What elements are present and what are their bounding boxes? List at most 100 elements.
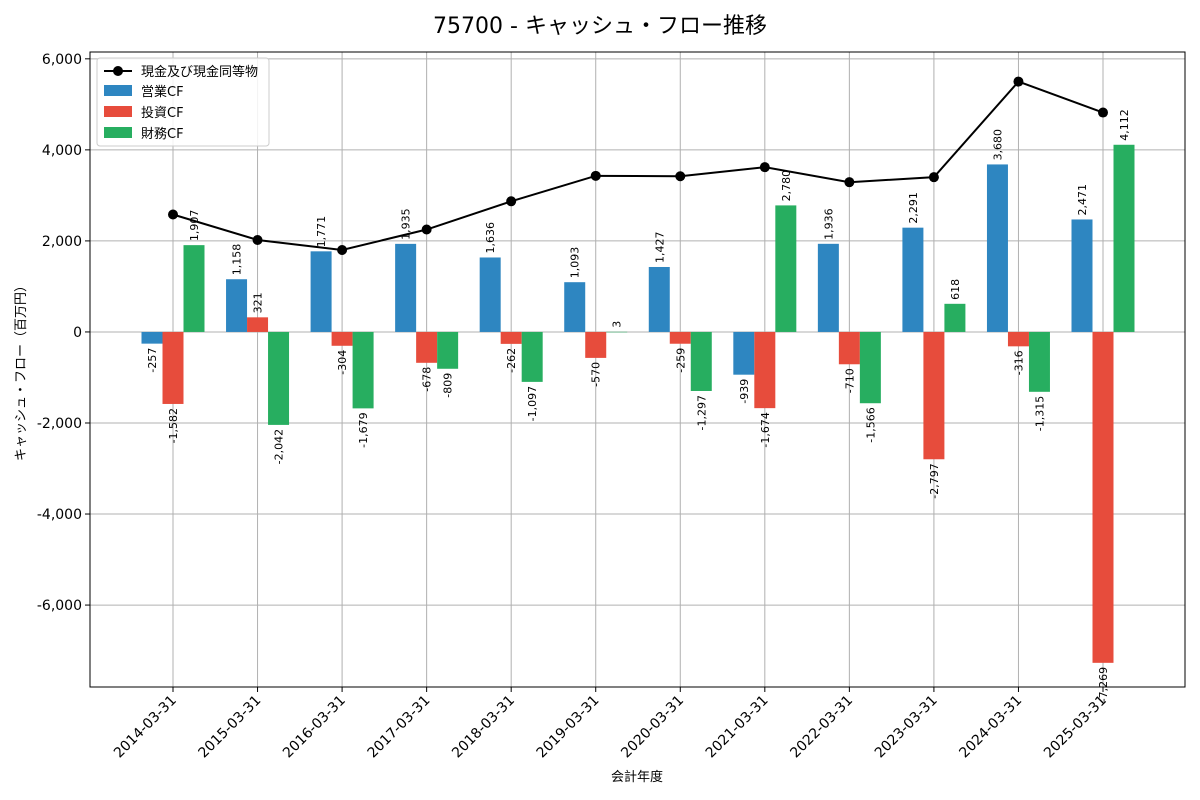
bar-2-3 [437, 331, 459, 369]
bar-0-8 [817, 243, 839, 332]
bar-0-10 [986, 164, 1008, 332]
x-tick-label: 2022-03-31 [787, 693, 856, 762]
x-tick-label: 2025-03-31 [1041, 693, 1110, 762]
data-label-2-9: 618 [949, 279, 962, 300]
data-label-0-7: -939 [738, 379, 751, 404]
data-label-2-3: -809 [442, 373, 455, 398]
bar-2-0 [183, 245, 205, 332]
cash-point-9 [928, 172, 939, 183]
data-label-0-3: 1,935 [400, 208, 413, 240]
y-axis-label: キャッシュ・フロー（百万円） [14, 279, 29, 461]
data-label-0-1: 1,158 [231, 244, 244, 276]
y-tick-label: 0 [73, 325, 82, 341]
bar-1-10 [1007, 331, 1029, 347]
x-tick-label: 2016-03-31 [280, 693, 349, 762]
y-axis-ticks: -6,000 -4,000 -2,000 0 2,000 4,000 6,000 [37, 52, 90, 614]
legend-label-cash: 現金及び現金同等物 [141, 64, 258, 80]
data-label-2-0: 1,907 [188, 210, 201, 242]
cash-point-3 [421, 224, 432, 235]
plot-frame [89, 51, 1186, 688]
data-label-0-6: 1,427 [653, 231, 666, 263]
bar-2-9 [944, 303, 966, 332]
legend-swatch-0 [104, 85, 132, 96]
data-label-1-10: -316 [1012, 350, 1025, 375]
cash-point-0 [168, 209, 178, 220]
bar-2-11 [1113, 144, 1135, 332]
y-tick-label: 4,000 [42, 143, 82, 159]
cash-point-11 [1098, 107, 1108, 118]
data-label-0-10: 3,680 [991, 129, 1004, 161]
data-label-1-2: -304 [336, 350, 349, 375]
bar-2-8 [859, 331, 881, 404]
data-label-0-2: 1,771 [315, 216, 328, 248]
data-label-2-8: -1,566 [864, 407, 877, 442]
data-label-1-9: -2,797 [928, 463, 941, 498]
y-tick-label: -4,000 [37, 507, 82, 523]
data-label-2-5: 3 [611, 321, 624, 328]
bar-1-9 [923, 331, 945, 460]
bar-2-2 [352, 331, 374, 409]
bar-1-8 [838, 331, 860, 365]
x-tick-label: 2015-03-31 [196, 693, 265, 762]
cash-point-1 [252, 234, 263, 245]
data-label-0-8: 1,936 [822, 208, 835, 240]
cash-point-8 [844, 177, 855, 188]
bar-1-11 [1092, 331, 1114, 663]
x-axis-ticks: 2014-03-31 2015-03-31 2016-03-31 2017-03-31… [111, 687, 1110, 761]
y-tick-label: 2,000 [42, 234, 82, 250]
data-label-2-4: -1,097 [526, 386, 539, 421]
bar-1-7 [754, 331, 776, 409]
bar-0-9 [902, 227, 924, 332]
bar-0-0 [141, 331, 163, 344]
bar-0-5 [564, 282, 586, 332]
bar-2-5 [606, 331, 628, 333]
data-label-1-0: -1,582 [167, 408, 180, 443]
y-tick-label: -6,000 [37, 598, 82, 614]
bars [141, 144, 1135, 663]
data-label-2-2: -1,679 [357, 412, 370, 447]
bar-0-4 [479, 257, 501, 332]
cash-point-7 [759, 162, 770, 173]
x-axis-label: 会計年度 [611, 769, 663, 785]
x-tick-label: 2023-03-31 [872, 693, 941, 762]
x-tick-label: 2014-03-31 [111, 693, 180, 762]
bar-1-3 [416, 331, 438, 363]
data-label-1-5: -570 [590, 362, 603, 387]
legend-label-1: 投資CF [141, 105, 184, 121]
data-label-1-4: -262 [505, 348, 518, 373]
data-label-0-11: 2,471 [1076, 184, 1089, 216]
y-tick-label: 6,000 [42, 52, 82, 68]
cash-point-6 [675, 171, 686, 182]
legend-swatch-1 [104, 106, 132, 117]
data-label-0-9: 2,291 [907, 192, 920, 224]
data-label-2-6: -1,297 [695, 395, 708, 430]
legend-box [96, 57, 270, 147]
bar-2-7 [775, 205, 797, 332]
x-tick-label: 2019-03-31 [534, 693, 603, 762]
bar-2-10 [1028, 331, 1050, 392]
bar-0-3 [395, 243, 417, 332]
x-tick-label: 2018-03-31 [449, 693, 518, 762]
data-label-2-11: 4,112 [1118, 109, 1131, 141]
data-label-2-10: -1,315 [1033, 396, 1046, 431]
data-label-1-3: -678 [421, 367, 434, 392]
bar-0-11 [1071, 219, 1093, 332]
cash-line-path [172, 80, 1104, 252]
cash-point-2 [337, 245, 348, 256]
data-label-0-5: 1,093 [569, 247, 582, 279]
x-tick-label: 2021-03-31 [703, 693, 772, 762]
chart-title: 75700 - キャッシュ・フロー推移 [433, 14, 767, 39]
legend-label-2: 財務CF [141, 127, 184, 142]
bar-0-1 [226, 279, 248, 332]
data-label-0-4: 1,636 [484, 222, 497, 254]
data-label-1-6: -259 [674, 348, 687, 373]
data-label-1-11: -7,269 [1097, 667, 1110, 702]
data-label-1-8: -710 [843, 368, 856, 393]
legend-swatch-2 [104, 127, 132, 138]
bar-2-6 [690, 331, 712, 391]
bar-0-2 [310, 251, 332, 332]
bar-1-1 [247, 317, 269, 332]
x-tick-label: 2017-03-31 [365, 693, 434, 762]
legend-label-0: 営業CF [141, 84, 184, 100]
